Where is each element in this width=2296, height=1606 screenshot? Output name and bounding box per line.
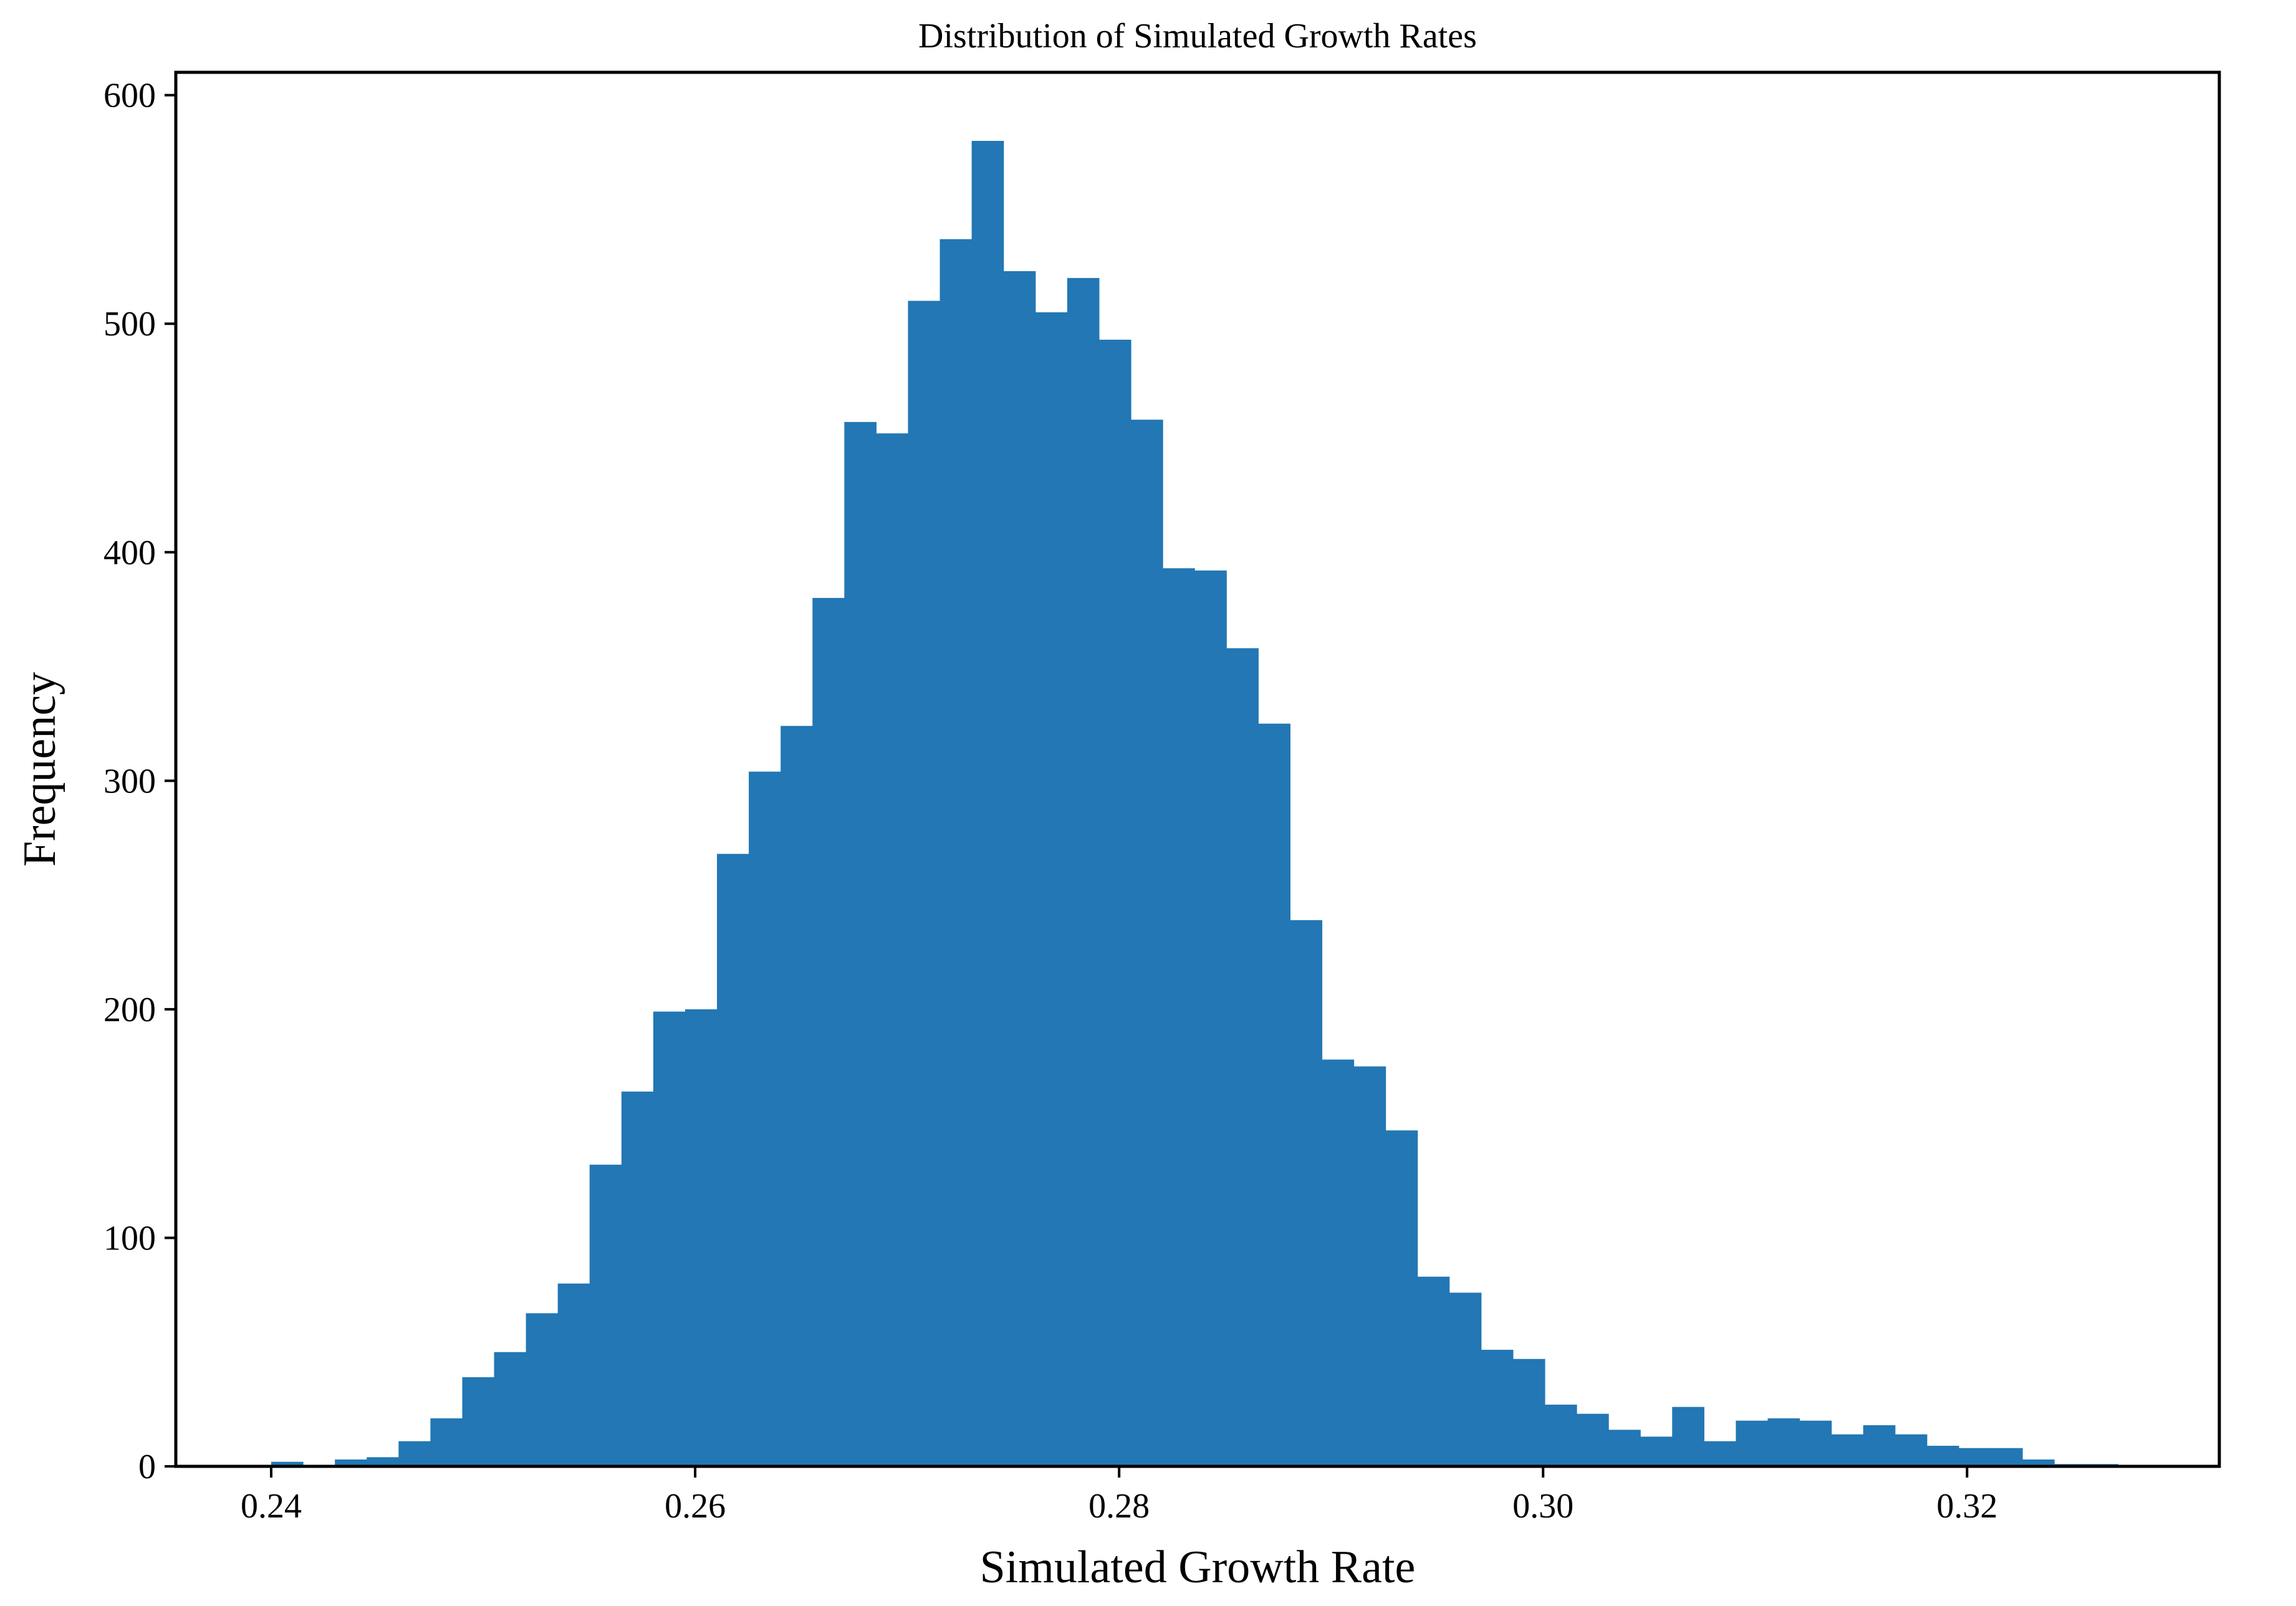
y-tick-label: 100 bbox=[103, 1219, 156, 1257]
histogram-bar bbox=[494, 1352, 527, 1466]
histogram-bar bbox=[684, 1009, 718, 1466]
x-axis-label: Simulated Growth Rate bbox=[980, 1542, 1416, 1593]
histogram-bar bbox=[557, 1283, 590, 1466]
histogram-bar bbox=[526, 1313, 559, 1466]
histogram-bar bbox=[844, 421, 877, 1466]
histogram-bar bbox=[1194, 570, 1227, 1466]
histogram-bar bbox=[1035, 312, 1068, 1466]
histogram-bars bbox=[271, 140, 2118, 1467]
y-tick-label: 0 bbox=[138, 1448, 156, 1486]
axes-frame bbox=[174, 70, 2221, 1468]
histogram-bar bbox=[1290, 920, 1323, 1466]
histogram-bar bbox=[717, 853, 749, 1466]
histogram-bar bbox=[1512, 1358, 1545, 1466]
histogram-bar bbox=[398, 1441, 431, 1466]
histogram-bar bbox=[1163, 568, 1195, 1467]
histogram-bar bbox=[1672, 1406, 1704, 1466]
histogram-bar bbox=[1736, 1420, 1769, 1466]
histogram-bar bbox=[876, 433, 909, 1467]
histogram-bar bbox=[2022, 1459, 2055, 1466]
histogram-bar bbox=[1926, 1446, 1959, 1466]
histogram-bar bbox=[1131, 420, 1163, 1467]
x-tick-label: 0.32 bbox=[1936, 1487, 1997, 1526]
histogram-bar bbox=[1385, 1130, 1418, 1466]
y-tick-label: 500 bbox=[103, 305, 156, 344]
x-tick-label: 0.24 bbox=[241, 1487, 302, 1526]
histogram-bar bbox=[1958, 1448, 1991, 1466]
histogram-bar bbox=[1640, 1436, 1673, 1466]
histogram-bar bbox=[430, 1418, 463, 1466]
histogram-bar bbox=[749, 771, 781, 1466]
histogram-bar bbox=[939, 239, 973, 1467]
histogram-bar bbox=[1322, 1059, 1355, 1466]
x-tick-label: 0.26 bbox=[665, 1487, 726, 1526]
histogram-bar bbox=[1353, 1066, 1386, 1466]
y-tick-label: 300 bbox=[103, 762, 156, 801]
histogram-bar bbox=[781, 726, 813, 1466]
histogram-bar bbox=[653, 1011, 686, 1466]
histogram-bar bbox=[908, 301, 941, 1466]
histogram-bar bbox=[1226, 648, 1259, 1466]
y-axis-label: Frequency bbox=[14, 672, 65, 867]
histogram-bar bbox=[1449, 1292, 1482, 1466]
histogram-bar bbox=[1991, 1448, 2023, 1466]
histogram-bar bbox=[1831, 1434, 1864, 1466]
histogram-bar bbox=[1098, 339, 1131, 1466]
histogram-bar bbox=[335, 1459, 367, 1466]
histogram-bar bbox=[462, 1377, 495, 1466]
histogram-bar bbox=[1417, 1276, 1450, 1466]
histogram-bar bbox=[589, 1165, 622, 1466]
histogram-bar bbox=[1608, 1430, 1641, 1466]
histogram-bar bbox=[621, 1091, 654, 1466]
chart-title: Distribution of Simulated Growth Rates bbox=[918, 17, 1477, 55]
histogram-bar bbox=[1544, 1405, 1577, 1466]
histogram-bar bbox=[1799, 1420, 1832, 1466]
x-tick-label: 0.30 bbox=[1512, 1487, 1573, 1526]
histogram-bar bbox=[1258, 723, 1290, 1466]
histogram-bar bbox=[1895, 1434, 1928, 1466]
histogram-bar bbox=[367, 1457, 399, 1466]
histogram-bar bbox=[1704, 1441, 1737, 1466]
x-tick-label: 0.28 bbox=[1088, 1487, 1150, 1526]
y-tick-label: 400 bbox=[103, 534, 156, 572]
histogram-bar bbox=[1003, 271, 1036, 1466]
histogram-bar bbox=[1481, 1350, 1514, 1466]
x-axis-ticks: 0.24 0.26 0.28 0.30 0.32 bbox=[241, 1466, 1997, 1526]
histogram-bar bbox=[971, 140, 1004, 1467]
y-axis-ticks: 0 100 200 300 400 500 600 bbox=[103, 77, 176, 1486]
histogram-bar bbox=[271, 1461, 304, 1466]
histogram-bar bbox=[812, 598, 845, 1466]
histogram-bar bbox=[1577, 1413, 1609, 1466]
y-tick-label: 200 bbox=[103, 991, 156, 1029]
histogram-bar bbox=[1863, 1425, 1896, 1466]
histogram-bar bbox=[1767, 1418, 1800, 1466]
histogram-bar bbox=[1067, 277, 1100, 1466]
y-tick-label: 600 bbox=[103, 77, 156, 115]
